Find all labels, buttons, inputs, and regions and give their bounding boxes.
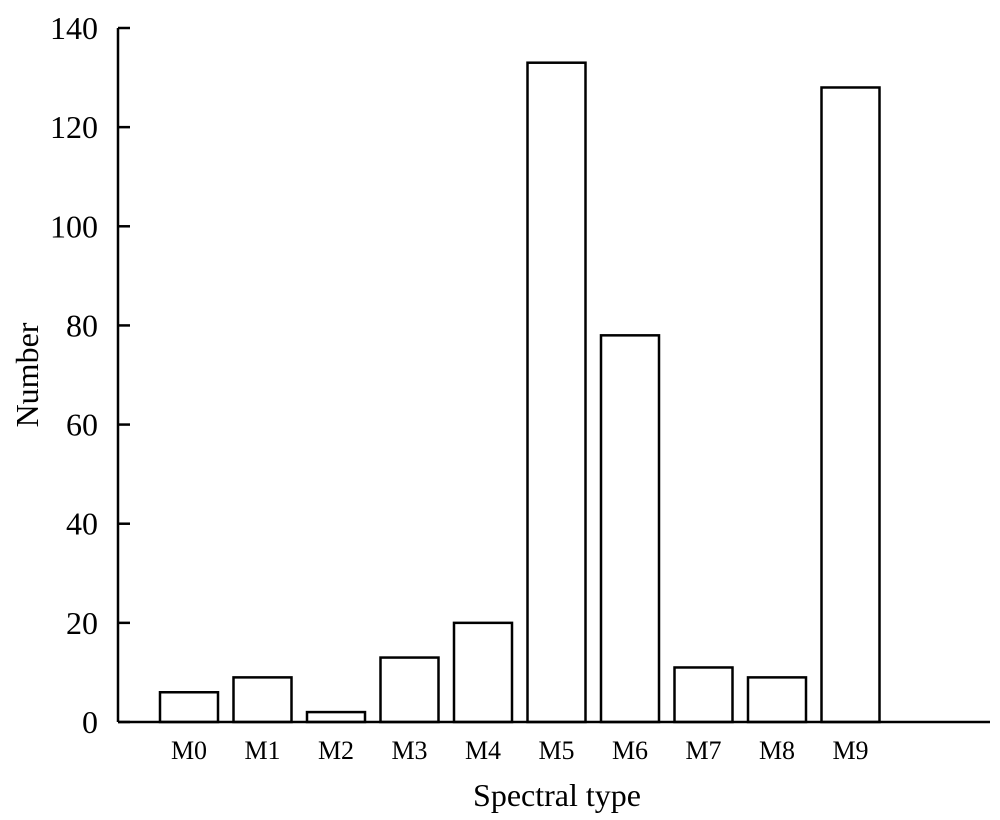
y-tick-label: 60 — [66, 407, 98, 443]
y-tick-label: 20 — [66, 605, 98, 641]
bar-m5 — [526, 61, 587, 724]
x-tick-label: M3 — [391, 736, 427, 765]
x-tick-label: M6 — [612, 736, 648, 765]
y-tick-label: 40 — [66, 506, 98, 542]
x-tick-label: M9 — [832, 736, 868, 765]
x-tick-label: M1 — [244, 736, 280, 765]
y-tick-label: 140 — [50, 10, 98, 46]
x-tick-label: M0 — [171, 736, 207, 765]
bar-m7 — [673, 666, 734, 724]
bar-m3 — [379, 656, 440, 724]
x-tick-label: M7 — [685, 736, 721, 765]
y-ticks: 0 20 40 60 80 100 120 140 — [50, 10, 130, 740]
x-tick-labels: M0 M1 M2 M3 M4 M5 M6 M7 M8 M9 — [171, 736, 869, 765]
y-tick-label: 0 — [82, 704, 98, 740]
y-tick-label: 80 — [66, 307, 98, 343]
bar-m9 — [820, 86, 881, 724]
bar-m0 — [158, 691, 220, 724]
x-tick-label: M8 — [759, 736, 795, 765]
x-tick-label: M5 — [538, 736, 574, 765]
x-tick-label: M4 — [465, 736, 501, 765]
bar-m8 — [746, 676, 808, 724]
bar-m1 — [232, 676, 293, 724]
y-axis-title: Number — [9, 322, 45, 427]
y-tick-label: 100 — [50, 208, 98, 244]
bar-m6 — [599, 334, 661, 724]
y-tick-label: 120 — [50, 109, 98, 145]
bar-m4 — [452, 621, 514, 724]
bar-m2 — [305, 710, 367, 724]
x-axis-title: Spectral type — [473, 777, 641, 813]
x-tick-label: M2 — [318, 736, 354, 765]
bars-layer — [158, 61, 881, 724]
